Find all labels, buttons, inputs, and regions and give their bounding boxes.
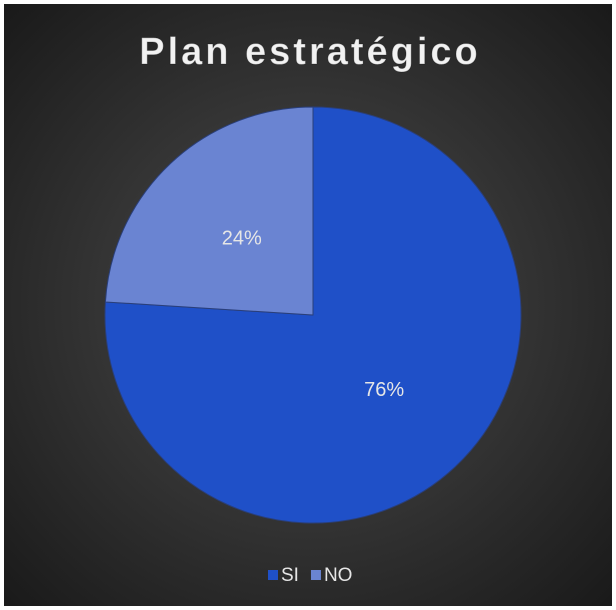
pie-slice [104,106,314,316]
data-label: 24% [222,227,262,249]
legend: SI NO [268,565,352,586]
legend-swatch [310,570,321,580]
legend-label: SI [281,565,299,586]
legend-swatch [268,570,278,580]
chart-title: Plan estratégico [139,31,481,73]
pie-slice [104,106,522,524]
data-label: 76% [364,379,404,401]
pie: 76% 24% [104,106,522,524]
legend-label: NO [324,565,353,586]
